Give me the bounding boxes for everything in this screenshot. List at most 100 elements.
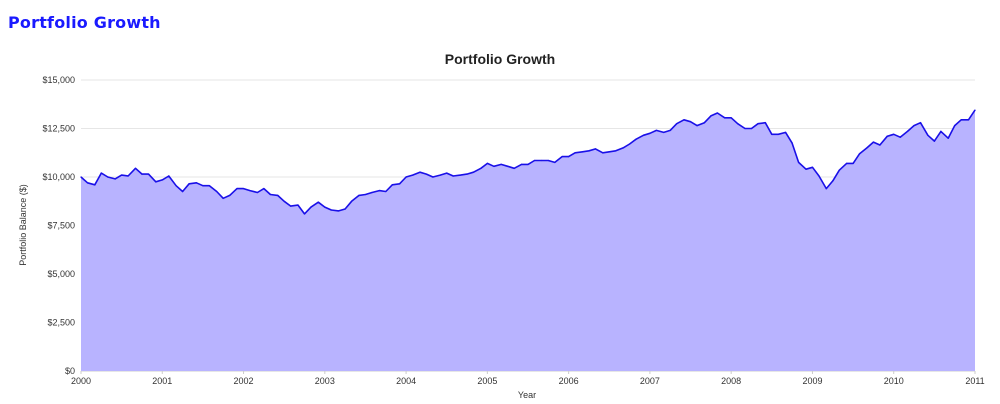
data-point xyxy=(777,133,779,135)
data-point xyxy=(805,168,807,170)
data-point xyxy=(242,188,245,190)
data-point xyxy=(317,201,319,203)
data-point xyxy=(405,176,407,178)
data-point xyxy=(303,213,306,215)
y-tick-label: $7,500 xyxy=(47,221,75,231)
data-point xyxy=(757,123,759,125)
x-tick-label: 2007 xyxy=(640,376,660,386)
data-point xyxy=(486,162,488,164)
data-point xyxy=(263,188,265,190)
data-point xyxy=(696,125,698,127)
data-point xyxy=(683,119,685,121)
data-point xyxy=(913,125,915,127)
data-point xyxy=(872,141,875,143)
page-heading: Portfolio Growth xyxy=(8,13,161,32)
data-point xyxy=(86,182,89,184)
data-point xyxy=(771,133,773,135)
x-tick-label: 2003 xyxy=(315,376,335,386)
data-point xyxy=(919,122,922,124)
y-tick-label: $15,000 xyxy=(42,75,75,85)
data-point xyxy=(737,123,739,125)
data-point xyxy=(459,174,462,176)
series-area-fill xyxy=(81,110,975,371)
data-point xyxy=(933,140,936,142)
data-point xyxy=(216,190,218,193)
data-point xyxy=(452,175,454,177)
data-point xyxy=(581,151,584,153)
data-point xyxy=(574,152,576,154)
data-point xyxy=(879,144,881,146)
data-point xyxy=(594,148,597,150)
y-axis-ticks: $0 $2,500 $5,000 $7,500 $10,000 $12,500 $15,00… xyxy=(42,75,75,376)
data-point xyxy=(283,200,285,202)
chart-title: Portfolio Growth xyxy=(445,51,555,67)
x-axis-ticks: 2000 2001 2002 2003 2004 2005 2006 2007 2008 2009… xyxy=(71,371,985,386)
data-point xyxy=(859,153,861,155)
data-point xyxy=(568,156,570,158)
data-point xyxy=(364,193,367,196)
x-tick-label: 2004 xyxy=(396,376,416,386)
data-point xyxy=(229,194,231,196)
data-point xyxy=(960,119,962,121)
data-point xyxy=(547,159,549,162)
data-point xyxy=(107,176,109,178)
y-tick-label: $10,000 xyxy=(42,172,75,182)
data-point xyxy=(825,188,827,190)
data-point xyxy=(927,134,929,136)
data-point xyxy=(811,166,814,168)
data-point xyxy=(439,174,441,176)
x-tick-label: 2005 xyxy=(477,376,497,386)
data-point xyxy=(168,175,170,177)
data-point xyxy=(622,147,624,149)
data-point xyxy=(425,173,427,175)
data-point xyxy=(344,208,346,210)
data-point xyxy=(500,163,502,165)
data-point xyxy=(121,174,123,176)
data-point xyxy=(358,194,360,196)
data-point xyxy=(554,161,556,163)
data-point xyxy=(655,129,658,131)
data-point xyxy=(480,167,482,169)
data-point xyxy=(642,134,645,136)
data-point xyxy=(432,176,434,178)
y-axis-title: Portfolio Balance ($) xyxy=(18,184,28,266)
data-point xyxy=(446,172,448,174)
data-point xyxy=(798,161,800,163)
data-point xyxy=(391,184,393,186)
data-point xyxy=(520,163,523,165)
plot-area xyxy=(80,109,976,371)
x-tick-label: 2000 xyxy=(71,376,91,386)
data-point xyxy=(399,183,401,185)
data-point xyxy=(838,169,840,171)
data-point xyxy=(832,180,834,182)
data-point xyxy=(906,130,909,132)
data-point xyxy=(134,167,137,169)
data-point xyxy=(649,132,651,134)
data-point xyxy=(676,123,678,125)
data-point xyxy=(222,197,224,199)
data-point xyxy=(290,205,292,207)
data-point xyxy=(324,206,326,208)
data-point xyxy=(195,182,197,184)
data-point xyxy=(269,193,271,196)
data-point xyxy=(852,162,854,164)
x-tick-label: 2008 xyxy=(721,376,741,386)
data-point xyxy=(974,109,976,111)
data-point xyxy=(466,173,468,175)
data-point xyxy=(527,163,529,165)
data-point xyxy=(378,190,380,192)
data-point xyxy=(967,119,970,121)
data-point xyxy=(866,147,868,149)
x-tick-label: 2006 xyxy=(559,376,579,386)
data-point xyxy=(635,138,637,140)
data-point xyxy=(147,173,150,175)
data-point xyxy=(947,137,949,139)
data-point xyxy=(351,200,353,202)
data-point xyxy=(608,151,610,153)
x-axis-title: Year xyxy=(518,390,536,400)
data-point xyxy=(412,174,414,176)
data-point xyxy=(785,131,787,133)
data-point xyxy=(588,150,590,152)
data-point xyxy=(818,175,820,177)
